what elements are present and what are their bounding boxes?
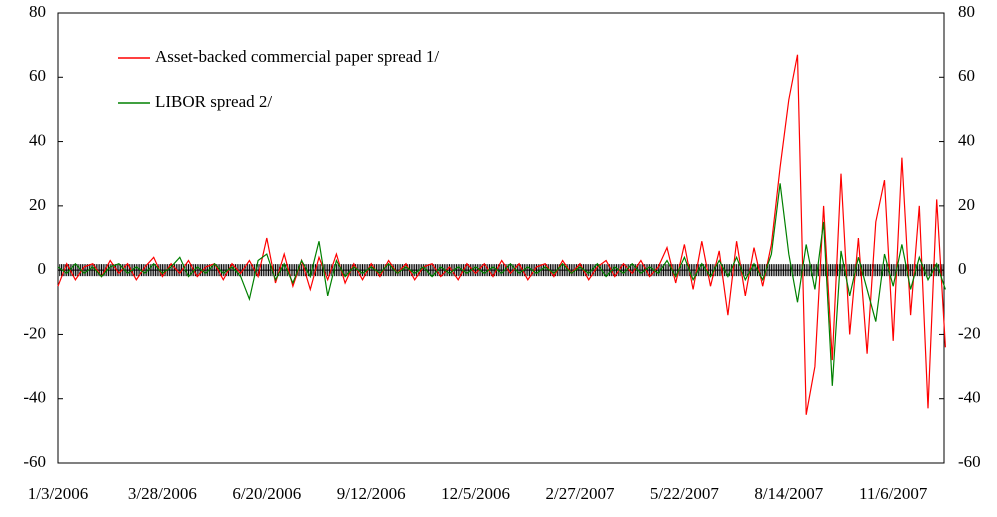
x-tick-label: 9/12/2006 bbox=[337, 484, 406, 503]
plot-frame bbox=[57, 12, 945, 464]
x-tick-label: 8/14/2007 bbox=[754, 484, 823, 503]
y2-tick-label: 20 bbox=[958, 195, 975, 214]
y2-tick-label: 0 bbox=[958, 259, 967, 278]
y2-tick-label: 80 bbox=[958, 2, 975, 21]
y-tick-label: 80 bbox=[29, 2, 46, 21]
y-tick-label: -40 bbox=[23, 388, 46, 407]
x-tick-label: 11/6/2007 bbox=[859, 484, 928, 503]
series-line bbox=[57, 54, 946, 415]
x-tick-label: 2/27/2007 bbox=[546, 484, 615, 503]
y2-tick-label: -40 bbox=[958, 388, 981, 407]
x-tick-label: 6/20/2006 bbox=[232, 484, 301, 503]
y-tick-label: -20 bbox=[23, 323, 46, 342]
x-tick-label: 5/22/2007 bbox=[650, 484, 719, 503]
legend-label: Asset-backed commercial paper spread 1/ bbox=[155, 47, 439, 66]
y2-tick-label: -60 bbox=[958, 452, 981, 471]
legend-label: LIBOR spread 2/ bbox=[155, 92, 272, 111]
y-tick-label: 60 bbox=[29, 66, 46, 85]
x-tick-label: 12/5/2006 bbox=[441, 484, 510, 503]
y-tick-label: 20 bbox=[29, 195, 46, 214]
y-tick-label: -60 bbox=[23, 452, 46, 471]
x-tick-label: 3/28/2006 bbox=[128, 484, 197, 503]
y2-tick-label: -20 bbox=[958, 323, 981, 342]
x-tick-label: 1/3/2006 bbox=[28, 484, 88, 503]
y2-tick-label: 40 bbox=[958, 130, 975, 149]
y-tick-label: 0 bbox=[38, 259, 47, 278]
series-line bbox=[57, 183, 946, 386]
y-tick-label: 40 bbox=[29, 130, 46, 149]
y2-tick-label: 60 bbox=[958, 66, 975, 85]
